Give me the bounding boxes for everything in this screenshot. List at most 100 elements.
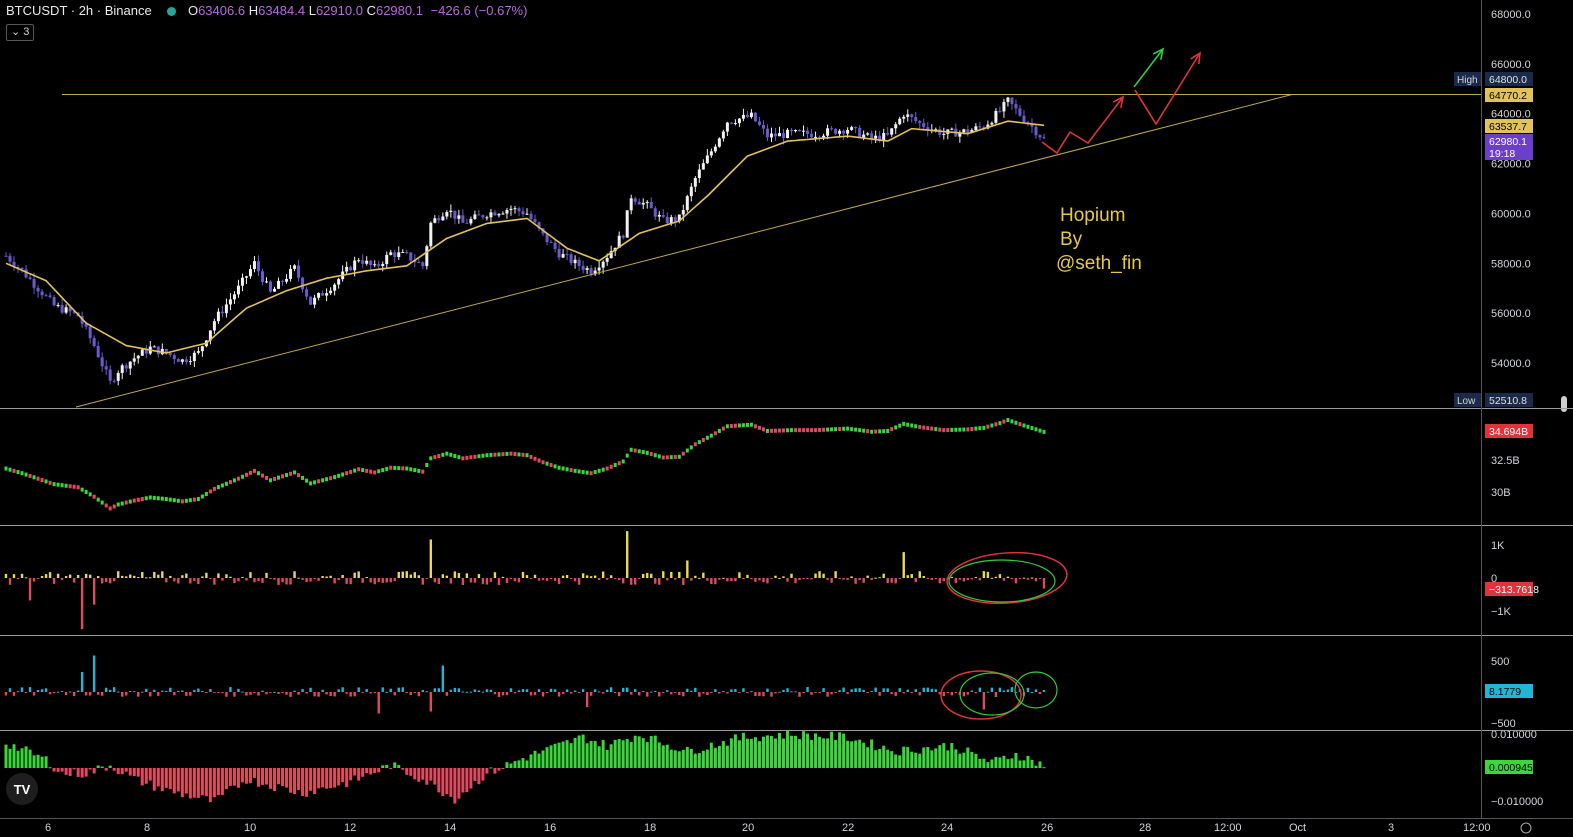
indicator-2-bar [673,454,677,459]
indicator-2-bar [866,429,870,434]
indicator-2-bar [970,427,974,431]
indicator-3-bar [545,578,549,581]
candle-body [184,359,188,363]
indicator-4-bar [666,690,669,692]
indicator-4-bar [361,692,364,693]
indicator-4-tick: −500 [1491,718,1516,730]
indicator-4-bar [80,672,84,692]
indicator-5-bar [216,768,220,795]
indicator-5-bar [40,756,44,768]
indicator-3-bar [874,577,877,579]
indicator-3-bar [802,578,805,579]
projection-arrow-red-2-head [1190,51,1201,65]
indicator-2-bar [349,469,353,474]
indicator-3-bar [289,578,292,585]
indicator-3-bar [229,576,232,578]
indicator-4-bar [329,692,332,697]
indicator-5-bar [505,762,509,768]
time-axis[interactable]: 6 8 10 12 14 16 18 20 22 24 26 28 12:00 Oct 3 12:00 [45,822,1532,834]
candle-body [32,278,36,288]
indicator-3-bar [141,572,144,578]
indicator-5-bar [886,749,890,768]
indicator-4-bar [818,692,821,693]
indicator-2-bar [293,470,297,475]
indicator-5-bar [461,768,465,793]
indicator-4-bar [814,692,817,693]
indicator-pane-3 [4,531,1046,630]
indicator-2-bar [537,458,541,463]
highlight-circle-green [948,559,1056,603]
indicator-2-bar [705,435,709,440]
indicator-5-bar [401,768,405,770]
indicator-5-bar [998,757,1002,768]
indicator-4-bar [333,692,336,697]
indicator-2-bar [64,483,68,488]
indicator-4-bar [104,687,108,692]
indicator-3-bar [589,576,593,578]
indicator-2-bar [557,465,561,470]
price-axis[interactable]: 68000.0 66000.0 64000.0 62000.0 60000.0 58000… [1454,9,1567,808]
indicator-3-bar [613,578,617,580]
indicator-4-bar [429,692,433,712]
collapse-indicators-button[interactable]: ⌄ 3 [6,24,35,41]
indicator-4-bar [794,691,797,693]
indicator-5-bar [429,768,433,781]
highlight-circle-red-2 [940,670,1022,720]
indicator-4-bar [117,691,120,693]
candle-body [513,208,517,210]
indicator-2-bar [365,468,369,473]
indicator-3-bar [133,575,136,578]
indicator-4-bar [886,688,889,692]
indicator-4-bar [201,691,204,693]
candle-body [1002,101,1006,112]
indicator-pane-4 [4,655,1046,714]
indicator-4-bar [173,692,176,696]
indicator-5-bar [962,752,966,768]
indicator-4-bar [978,687,982,692]
indicator-3-bar [117,571,120,578]
indicator-3-bar [698,577,701,579]
candle-body [409,252,413,261]
indicator-2-bar [810,428,814,433]
indicator-3-bar [838,578,841,579]
indicator-4-bar [445,692,449,696]
candle-body [305,289,309,297]
indicator-5-bar [48,767,52,769]
indicator-2-bar [269,478,273,483]
indicator-2-bar [44,479,48,484]
candle-body [497,214,501,216]
indicator-4-bar [181,690,184,692]
symbol-label[interactable]: BTCUSDT · 2h · Binance [6,3,152,18]
indicator-5-bar [613,739,617,768]
indicator-3-bar [32,578,36,582]
indicator-5-bar [866,747,870,768]
indicator-4-bar [850,689,853,692]
indicator-5-bar [798,739,802,768]
indicator-2-bar [874,429,878,434]
candle-body [260,271,264,283]
indicator-3-bar [421,578,425,585]
candle-body [781,133,785,139]
candle-body [220,311,224,314]
tradingview-logo[interactable]: TV [6,773,38,805]
candle-body [814,136,818,138]
indicator-5-tick: 0.010000 [1491,729,1537,741]
indicator-2-bar [381,468,385,473]
indicator-2-bar [818,427,822,432]
indicator-3-bar [297,577,300,579]
indicator-2-bar [777,428,781,433]
indicator-3-bar [938,578,941,584]
indicator-4-bar [261,690,264,692]
candle-body [585,268,589,270]
indicator-3-bar [309,578,312,582]
indicator-3-bar [1022,577,1026,579]
indicator-3-bar [365,577,368,579]
indicator-4-bar [573,690,577,692]
candle-body [501,213,505,215]
indicator-4-bar [421,690,425,692]
indicator-5-bar [76,768,80,777]
candle-body [749,112,753,118]
indicator-4-bar [457,688,461,692]
indicator-4-bar [746,692,749,693]
